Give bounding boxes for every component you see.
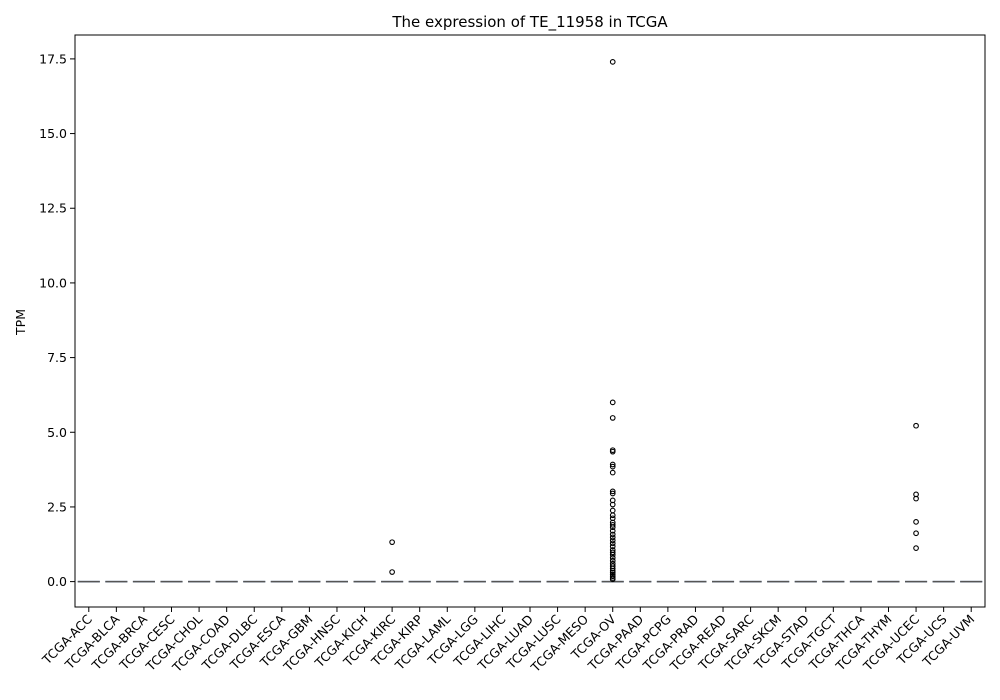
outlier-point bbox=[913, 422, 919, 429]
outlier-point bbox=[609, 554, 616, 561]
y-tick-label: 0.0 bbox=[47, 574, 67, 589]
outlier-point bbox=[609, 448, 616, 455]
outlier-point bbox=[609, 463, 616, 470]
outlier-point bbox=[609, 540, 616, 547]
y-axis-label: TPM bbox=[13, 309, 28, 336]
outlier-point bbox=[609, 568, 616, 574]
outlier-point bbox=[609, 573, 616, 580]
outlier-point bbox=[913, 519, 919, 525]
outlier-point bbox=[609, 569, 616, 576]
y-tick-label: 2.5 bbox=[47, 499, 67, 514]
outlier-point bbox=[609, 537, 616, 544]
y-tick-label: 7.5 bbox=[47, 350, 67, 365]
outlier-point bbox=[609, 549, 616, 556]
outlier-point bbox=[913, 495, 919, 502]
outlier-point bbox=[609, 543, 616, 550]
outlier-point bbox=[609, 415, 616, 421]
outlier-point bbox=[609, 461, 616, 468]
y-tick-label: 12.5 bbox=[39, 201, 67, 216]
outlier-point bbox=[609, 501, 616, 508]
outlier-point bbox=[609, 534, 616, 541]
outlier-point bbox=[609, 522, 616, 528]
chart-title: The expression of TE_11958 in TCGA bbox=[391, 13, 668, 32]
outlier-point bbox=[609, 527, 616, 534]
outlier-point bbox=[609, 507, 616, 514]
outlier-point bbox=[609, 469, 616, 476]
outlier-point bbox=[609, 490, 616, 497]
outlier-point bbox=[389, 539, 395, 546]
y-tick-label: 15.0 bbox=[39, 126, 67, 141]
y-tick-label: 5.0 bbox=[47, 425, 67, 440]
outlier-point bbox=[609, 512, 616, 519]
y-tick-label: 10.0 bbox=[39, 275, 67, 290]
outlier-point bbox=[609, 488, 616, 495]
outlier-point bbox=[609, 557, 616, 564]
outlier-point bbox=[389, 569, 395, 575]
outlier-point bbox=[913, 545, 919, 552]
outlier-point bbox=[609, 399, 616, 406]
outlier-point bbox=[913, 530, 919, 537]
outlier-point bbox=[609, 59, 616, 65]
plot-area: 0.02.55.07.510.012.515.017.5TCGA-ACCTCGA… bbox=[39, 34, 986, 676]
outlier-point bbox=[609, 551, 616, 558]
outlier-point bbox=[609, 524, 616, 531]
y-tick-label: 17.5 bbox=[39, 51, 67, 66]
plot-frame bbox=[74, 34, 986, 608]
outlier-point bbox=[609, 576, 616, 583]
outlier-point bbox=[609, 531, 616, 538]
